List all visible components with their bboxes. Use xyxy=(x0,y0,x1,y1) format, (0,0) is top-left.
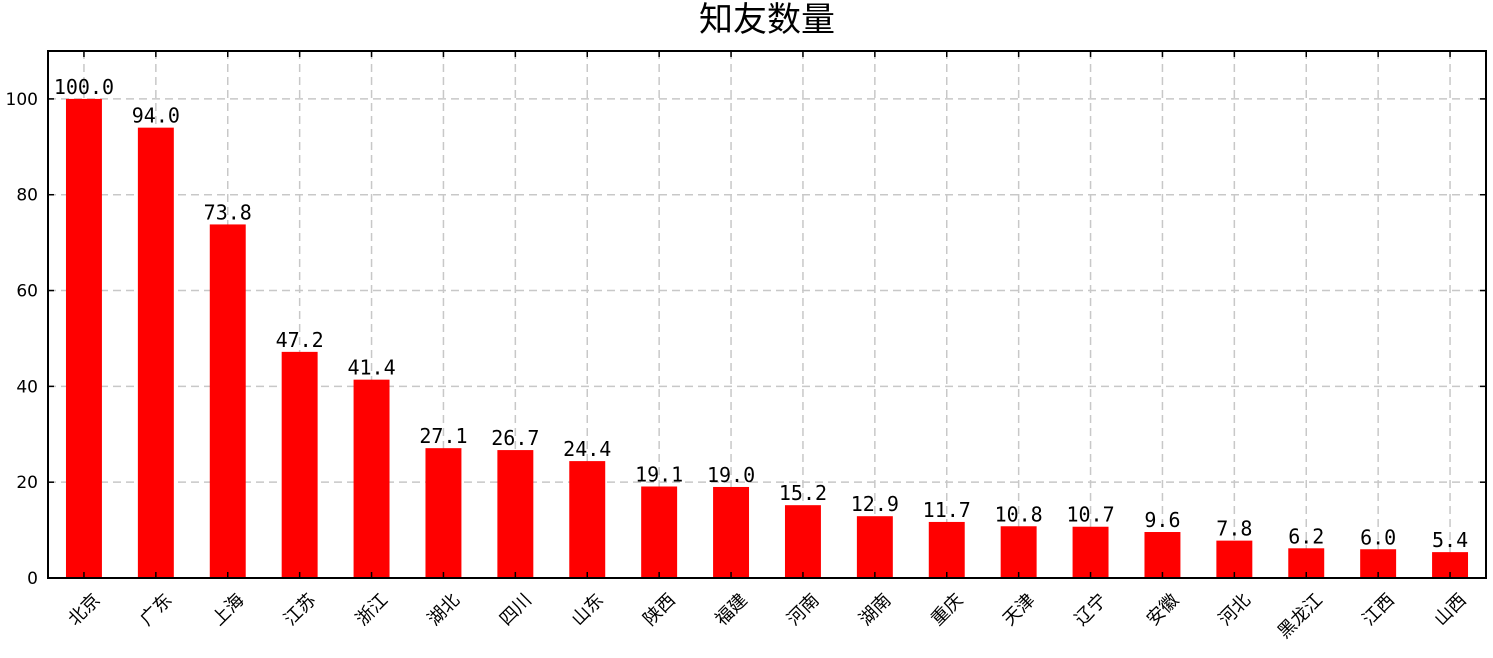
data-label: 94.0 xyxy=(132,104,180,128)
y-tick-label: 100 xyxy=(6,90,38,110)
x-tick-label: 陕西 xyxy=(639,590,679,630)
data-label: 5.4 xyxy=(1432,528,1468,552)
x-tick-label: 河南 xyxy=(783,590,823,630)
x-tick-label: 河北 xyxy=(1215,590,1255,630)
bar xyxy=(137,127,174,579)
chart-title: 知友数量 xyxy=(699,0,835,40)
x-tick-label: 山东 xyxy=(568,590,608,630)
x-tick-label: 福建 xyxy=(711,590,751,630)
data-labels: 100.0 94.0 73.8 47.2 41.4 27.1 26.7 24.4 19.1 19.… xyxy=(54,75,1468,552)
bar xyxy=(1144,532,1181,578)
bar xyxy=(281,351,318,578)
data-label: 19.1 xyxy=(635,462,683,486)
grid-lines xyxy=(48,51,1486,578)
y-tick-label: 20 xyxy=(16,473,38,493)
x-tick-label: 广东 xyxy=(136,590,176,630)
data-label: 6.2 xyxy=(1288,524,1324,548)
bar xyxy=(569,461,606,578)
x-tick-label: 北京 xyxy=(64,590,104,630)
x-tick-label: 湖北 xyxy=(424,590,464,630)
bar xyxy=(209,224,246,578)
bars xyxy=(65,98,1469,579)
y-tick-label: 60 xyxy=(16,282,38,302)
y-tick-label: 40 xyxy=(16,377,38,397)
data-label: 73.8 xyxy=(204,200,252,224)
bar xyxy=(65,98,102,578)
x-tick-label: 江苏 xyxy=(280,590,320,630)
x-tick-label: 江西 xyxy=(1358,590,1398,630)
x-tick-label: 四川 xyxy=(496,590,536,630)
x-tick-label: 天津 xyxy=(999,590,1039,630)
data-label: 12.9 xyxy=(851,492,899,516)
bar xyxy=(497,450,534,578)
x-tick-label: 辽宁 xyxy=(1071,590,1111,630)
x-tick-label: 湖南 xyxy=(855,590,895,630)
x-tick-label: 山西 xyxy=(1430,590,1470,630)
data-label: 10.8 xyxy=(995,502,1043,526)
y-axis: 0 20 40 60 80 100 xyxy=(6,90,1486,589)
data-label: 41.4 xyxy=(347,356,395,380)
data-label: 26.7 xyxy=(491,426,539,450)
plot-frame xyxy=(47,50,1487,579)
data-label: 19.0 xyxy=(707,463,755,487)
bar xyxy=(1000,526,1037,578)
x-tick-label: 黑龙江 xyxy=(1274,590,1327,643)
bar xyxy=(1216,540,1253,578)
y-tick-label: 0 xyxy=(27,569,38,589)
x-tick-label: 重庆 xyxy=(927,590,967,630)
data-label: 24.4 xyxy=(563,437,611,461)
x-tick-label: 上海 xyxy=(208,590,248,630)
data-label: 11.7 xyxy=(923,498,971,522)
bar xyxy=(928,521,965,578)
bar xyxy=(784,505,821,578)
bar xyxy=(1072,526,1109,578)
x-tick-label: 安徽 xyxy=(1143,590,1183,630)
bar xyxy=(641,486,678,578)
data-label: 6.0 xyxy=(1360,525,1396,549)
data-label: 9.6 xyxy=(1144,508,1180,532)
bar xyxy=(425,448,462,578)
bar xyxy=(856,516,893,578)
data-label: 47.2 xyxy=(276,328,324,352)
data-label: 10.7 xyxy=(1066,503,1114,527)
bar xyxy=(353,379,390,578)
data-label: 27.1 xyxy=(419,424,467,448)
data-label: 100.0 xyxy=(54,75,114,99)
y-tick-label: 80 xyxy=(16,186,38,206)
bar xyxy=(713,486,750,578)
data-label: 15.2 xyxy=(779,481,827,505)
x-tick-label: 浙江 xyxy=(352,590,392,630)
data-label: 7.8 xyxy=(1216,517,1252,541)
